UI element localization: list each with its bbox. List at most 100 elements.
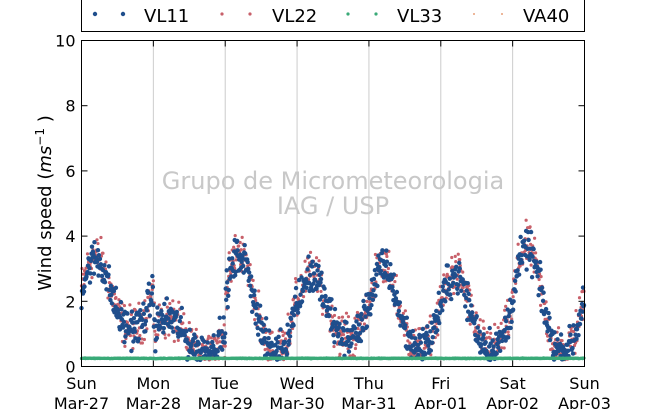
point-vl11 <box>311 281 316 286</box>
point-vl11 <box>286 342 291 347</box>
point-vl11 <box>524 267 529 272</box>
point-vl11 <box>129 348 134 354</box>
point-vl22 <box>125 320 130 325</box>
point-vl11 <box>368 312 373 317</box>
point-vl11 <box>311 271 317 276</box>
point-vl11 <box>494 351 499 356</box>
point-vl11 <box>436 290 441 296</box>
point-vl22 <box>482 326 486 331</box>
point-vl11 <box>324 308 330 313</box>
point-vl11 <box>266 336 271 341</box>
point-vl11 <box>276 334 281 339</box>
y-axis-label: Wind speed (ms−1 ) <box>33 115 56 290</box>
point-vl22 <box>128 303 132 307</box>
point-vl11 <box>202 339 207 344</box>
point-vl11 <box>184 328 189 334</box>
point-vl11 <box>299 275 304 280</box>
point-vl11 <box>574 327 580 332</box>
point-vl22 <box>251 278 255 283</box>
point-vl11 <box>394 289 400 295</box>
point-vl11 <box>223 331 228 336</box>
point-vl22 <box>455 277 459 281</box>
point-vl22 <box>524 218 528 222</box>
point-vl11 <box>457 260 462 266</box>
point-vl11 <box>249 309 255 314</box>
point-vl11 <box>321 304 327 309</box>
point-vl22 <box>489 331 493 335</box>
point-vl11 <box>456 282 461 287</box>
point-vl22 <box>356 326 360 331</box>
y-tick-label: 10 <box>55 32 75 51</box>
point-vl11 <box>282 339 288 345</box>
point-vl11 <box>540 298 546 304</box>
point-vl11 <box>464 288 469 293</box>
point-vl11 <box>178 315 183 320</box>
point-vl11 <box>305 267 310 272</box>
point-vl11 <box>232 273 238 278</box>
x-tick-label-date: Mar-29 <box>198 394 253 409</box>
point-vl11 <box>329 297 334 302</box>
point-vl11 <box>376 253 381 258</box>
point-vl22 <box>539 274 543 279</box>
point-vl22 <box>534 251 538 255</box>
point-vl11 <box>316 263 321 269</box>
x-tick-label-day: Sun <box>569 374 599 393</box>
point-vl11 <box>577 321 583 327</box>
point-vl22 <box>556 326 561 330</box>
point-vl11 <box>479 342 484 347</box>
point-vl22 <box>468 322 472 326</box>
point-vl11 <box>428 348 434 353</box>
point-vl11 <box>248 274 254 279</box>
point-vl22 <box>337 316 341 320</box>
point-vl11 <box>131 339 136 344</box>
point-vl11 <box>255 325 260 331</box>
point-vl11 <box>476 336 481 341</box>
point-vl11 <box>222 335 227 340</box>
point-vl22 <box>384 252 388 256</box>
point-vl22 <box>182 312 186 316</box>
point-vl22 <box>544 300 548 304</box>
point-vl22 <box>518 264 522 268</box>
point-vl22 <box>293 277 298 281</box>
point-vl22 <box>238 240 242 245</box>
point-vl22 <box>538 303 543 307</box>
point-vl11 <box>141 311 147 316</box>
point-vl22 <box>341 333 346 337</box>
point-vl11 <box>519 253 524 258</box>
point-vl11 <box>455 286 460 291</box>
point-vl11 <box>235 248 240 253</box>
point-vl22 <box>239 248 243 252</box>
point-vl11 <box>459 288 464 293</box>
point-vl11 <box>149 291 155 296</box>
point-vl11 <box>339 336 345 342</box>
point-vl11 <box>307 272 313 278</box>
point-vl22 <box>344 311 349 315</box>
point-vl11 <box>102 263 107 268</box>
point-vl11 <box>239 259 244 264</box>
point-vl22 <box>156 333 160 337</box>
point-vl11 <box>372 268 378 273</box>
point-vl22 <box>485 336 489 340</box>
point-vl22 <box>329 319 333 323</box>
point-vl22 <box>365 299 369 303</box>
point-vl11 <box>493 331 499 336</box>
point-vl11 <box>257 303 263 308</box>
point-vl11 <box>261 322 266 327</box>
point-vl11 <box>383 263 389 268</box>
point-vl22 <box>500 346 504 350</box>
point-vl11 <box>361 298 366 304</box>
point-vl11 <box>230 261 235 266</box>
point-vl22 <box>308 250 313 255</box>
point-vl11 <box>508 325 513 331</box>
legend-label-vl22: VL22 <box>272 6 317 27</box>
point-vl22 <box>286 312 290 316</box>
point-vl11 <box>187 327 192 332</box>
point-vl11 <box>144 308 150 313</box>
point-vl22 <box>294 280 298 284</box>
point-vl11 <box>215 348 220 354</box>
point-vl22 <box>99 235 103 240</box>
point-vl22 <box>529 263 533 267</box>
point-vl11 <box>99 273 105 279</box>
point-vl11 <box>354 319 359 324</box>
point-vl22 <box>461 270 465 274</box>
